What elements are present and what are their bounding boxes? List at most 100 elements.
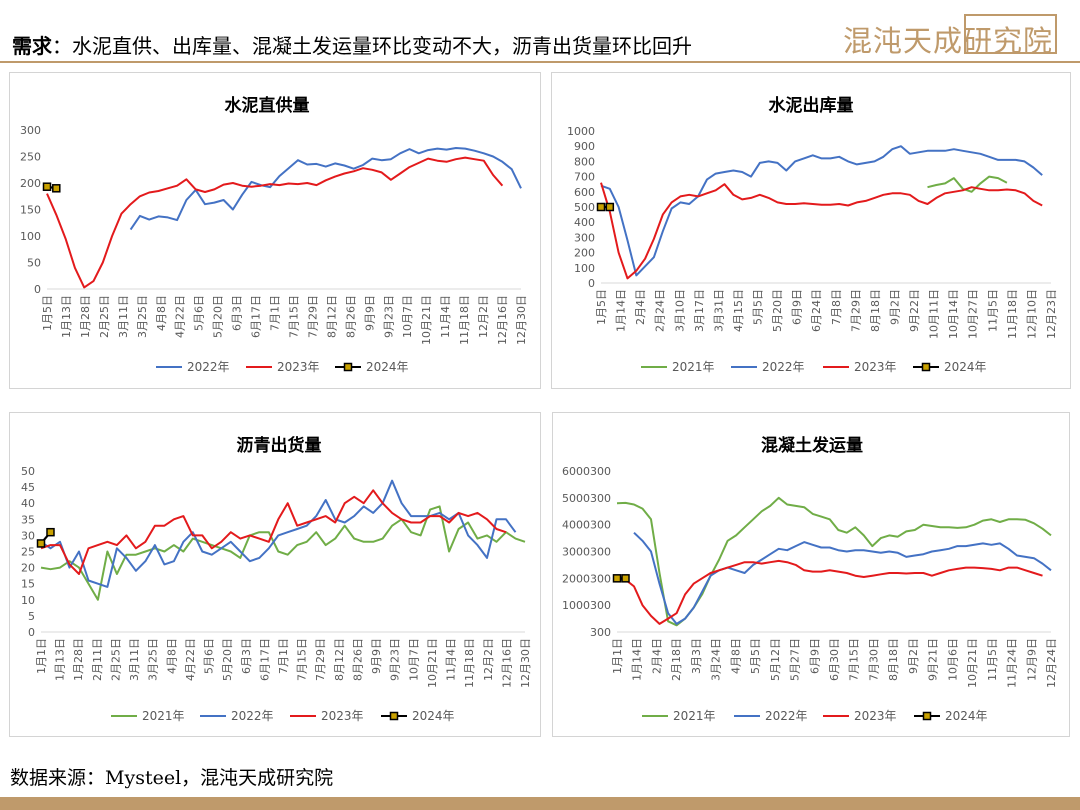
x-tick-label: 5月20日: [771, 289, 784, 332]
x-tick-label: 5月5日: [749, 638, 762, 674]
chart-title: 水泥直供量: [225, 95, 310, 116]
x-tick-label: 9月2日: [888, 289, 901, 325]
x-tick-label: 7月29日: [306, 295, 319, 338]
x-tick-label: 3月24日: [710, 638, 723, 681]
y-tick-label: 300: [574, 231, 595, 244]
x-tick-label: 7月1日: [269, 295, 282, 331]
x-tick-label: 12月2日: [477, 295, 490, 338]
x-tick-label: 6月24日: [810, 289, 823, 332]
x-tick-label: 5月20日: [221, 638, 234, 681]
chart-title: 混凝土发运量: [761, 435, 863, 456]
series-line-2022: [40, 479, 517, 588]
chart-concrete-shipments: 混凝土发运量 300 1000300 2000300 3000300 4000300 500…: [562, 435, 1058, 723]
y-tick-label: 0: [34, 283, 41, 296]
x-tick-label: 10月21日: [966, 638, 979, 688]
x-tick-label: 6月9日: [791, 289, 804, 325]
x-tick-label: 4月22日: [174, 295, 187, 338]
series-line-2021: [40, 505, 526, 601]
y-tick-label: 50: [27, 257, 41, 270]
x-tick-label: 1月14日: [631, 638, 644, 681]
x-tick-label: 12月16日: [500, 638, 513, 688]
x-tick-label: 11月4日: [445, 638, 458, 681]
series-line-2022: [129, 147, 522, 231]
legend-label: 2022年: [231, 709, 274, 723]
series-line-2021: [616, 496, 1052, 627]
x-tick-label: 9月2日: [907, 638, 920, 674]
y-tick-label: 400: [574, 216, 595, 229]
y-tick-label: 100: [20, 230, 41, 243]
x-tick-label: 12月30日: [519, 638, 532, 688]
x-tick-label: 10月6日: [946, 638, 959, 681]
x-tick-label: 7月15日: [287, 295, 300, 338]
x-tick-label: 2月25日: [109, 638, 122, 681]
chart-title: 水泥出库量: [769, 95, 854, 116]
legend-marker: [922, 711, 932, 721]
x-tick-label: 11月5日: [986, 289, 999, 332]
x-tick-label: 9月21日: [927, 638, 940, 681]
y-tick-label: 40: [21, 497, 35, 510]
series-line-2023: [600, 182, 1043, 280]
legend-marker: [921, 362, 931, 372]
x-tick-label: 12月24日: [1045, 638, 1058, 688]
x-tick-label: 6月9日: [808, 638, 821, 674]
x-tick-label: 4月15日: [732, 289, 745, 332]
y-tick-label: 100: [574, 262, 595, 275]
legend-label: 2022年: [187, 360, 230, 374]
x-tick-label: 3月31日: [712, 289, 725, 332]
legend-label: 2021年: [673, 709, 716, 723]
y-tick-label: 10: [21, 594, 35, 607]
x-tick-label: 7月30日: [867, 638, 880, 681]
data-point-2024: [621, 574, 630, 583]
x-tick-label: 8月18日: [887, 638, 900, 681]
x-tick-label: 3月25日: [136, 295, 149, 338]
x-tick-label: 2月4日: [650, 638, 663, 674]
x-tick-label: 5月6日: [203, 638, 216, 674]
data-point-2024: [605, 202, 615, 212]
x-tick-label: 4月8日: [729, 638, 742, 674]
x-tick-label: 10月27日: [967, 289, 980, 339]
x-tick-label: 7月15日: [848, 638, 861, 681]
chart-panel-cement-outbound: 水泥出库量 0 100 200 300 400 500 600 700 800 900 1000 1月5…: [551, 72, 1071, 389]
x-tick-label: 9月9日: [370, 638, 383, 674]
legend-label: 2023年: [854, 709, 897, 723]
x-tick-label: 9月23日: [389, 638, 402, 681]
x-tick-label: 11月4日: [439, 295, 452, 338]
x-tick-label: 10月14日: [947, 289, 960, 339]
x-tick-label: 10月21日: [426, 638, 439, 688]
y-tick-label: 700: [574, 171, 595, 184]
x-tick-label: 9月9日: [363, 295, 376, 331]
chart-panel-cement-direct: 水泥直供量 0 50 100 150 200 250 300 1月5日 1月13日 1月28日 2月2…: [9, 72, 541, 389]
y-tick-label: 20: [21, 562, 35, 575]
legend-label: 2022年: [765, 709, 808, 723]
chart-panel-asphalt-shipments: 沥青出货量 0 5 10 15 20 25 30 35 40 45 50 1月1日 1月13日 1月28日 2…: [9, 412, 541, 737]
x-tick-label: 12月23日: [1045, 289, 1058, 339]
x-tick-label: 7月29日: [314, 638, 327, 681]
y-tick-label: 30: [21, 529, 35, 542]
y-tick-label: 500: [574, 201, 595, 214]
page-title-label: 需求: [12, 34, 52, 58]
x-tick-label: 1月14日: [615, 289, 628, 332]
x-tick-label: 12月9日: [1025, 638, 1038, 681]
x-tick-label: 2月25日: [98, 295, 111, 338]
x-tick-label: 3月10日: [673, 289, 686, 332]
y-tick-label: 800: [574, 155, 595, 168]
data-point-2024: [46, 527, 55, 537]
x-tick-label: 12月16日: [496, 295, 509, 345]
y-tick-label: 150: [20, 204, 41, 217]
chart-cement-outbound: 水泥出库量 0 100 200 300 400 500 600 700 800 900 1000 1月5…: [567, 95, 1058, 374]
page-header: 需求：水泥直供、出库量、混凝土发运量环比变动不大，沥青出货量环比回升 混沌天成研…: [0, 0, 1080, 63]
x-tick-label: 11月24日: [1006, 638, 1019, 688]
x-tick-label: 11月18日: [1006, 289, 1019, 339]
data-point-2024: [612, 574, 622, 583]
series-line-2022: [633, 531, 1052, 625]
data-point-2024: [596, 202, 606, 212]
page-title-text: ：水泥直供、出库量、混凝土发运量环比变动不大，沥青出货量环比回升: [52, 34, 692, 58]
x-tick-label: 10月7日: [401, 295, 414, 338]
x-tick-label: 1月13日: [54, 638, 67, 681]
x-tick-label: 8月18日: [869, 289, 882, 332]
series-line-2023: [46, 156, 504, 289]
x-tick-label: 2月11日: [91, 638, 104, 681]
y-tick-label: 4000300: [562, 519, 611, 532]
y-tick-label: 0: [588, 277, 595, 290]
x-tick-label: 9月23日: [382, 295, 395, 338]
